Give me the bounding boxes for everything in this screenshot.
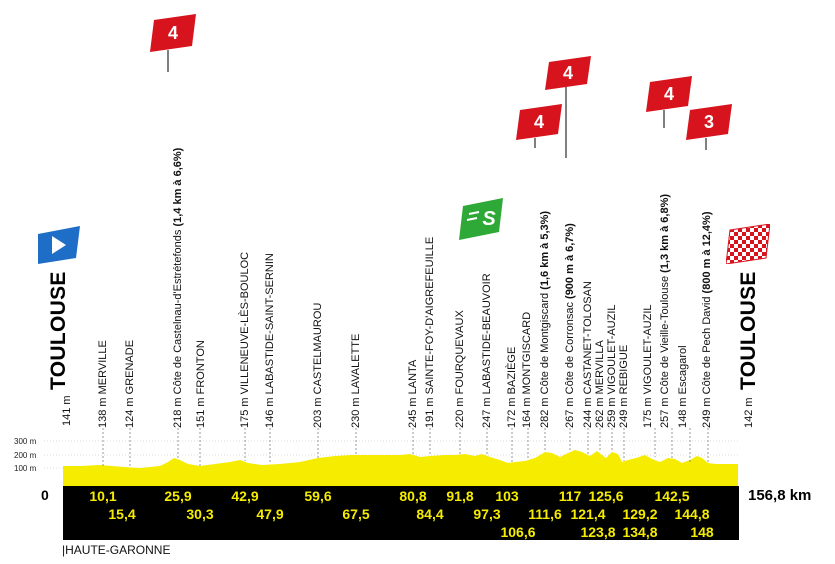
km-mark: 144,8 <box>674 506 710 522</box>
km-mark: 123,8 <box>580 524 616 540</box>
total-distance: 156,8 km <box>748 487 812 504</box>
waypoint-label: 138 m MERVILLE <box>97 340 109 428</box>
km-mark: 10,1 <box>89 488 117 504</box>
waypoint-label: 175 m VIGOULET-AUZIL <box>642 304 654 429</box>
waypoint-label: 245 m LANTA <box>407 359 419 428</box>
km-mark: 30,3 <box>186 506 214 522</box>
finish-altitude: 142 m <box>743 397 755 428</box>
km-mark: 47,9 <box>256 506 284 522</box>
altitude-tick-200: 200 m <box>14 451 37 460</box>
waypoint-label: 203 m CASTELMAUROU <box>312 302 324 428</box>
km-mark: 148 <box>690 524 714 540</box>
km-mark: 125,6 <box>588 488 624 504</box>
waypoint-label: 175 m VILLENEUVE-LÈS-BOULOC <box>239 251 251 428</box>
waypoint-label: 249 m Côte de Pech David (800 m à 12,4%) <box>701 211 713 428</box>
km-mark: 103 <box>495 488 519 504</box>
waypoint-label: 124 m GRENADE <box>124 339 136 428</box>
finish-flag-icon <box>725 223 771 265</box>
altitude-tick-100: 100 m <box>14 464 37 473</box>
waypoint-label: 172 m BAZIÈGE <box>506 346 518 428</box>
km-mark: 59,6 <box>304 488 332 504</box>
start-distance: 0 <box>41 487 49 503</box>
waypoint-label: 267 m Côte de Corronsac (900 m à 6,7%) <box>564 223 576 428</box>
km-mark: 91,8 <box>446 488 474 504</box>
start-flag-icon <box>38 226 80 264</box>
start-city: TOULOUSE <box>47 271 70 390</box>
km-mark: 121,4 <box>570 506 606 522</box>
climb-cat4-vieille-icon: 4 <box>646 76 692 112</box>
km-mark: 15,4 <box>108 506 136 522</box>
waypoint-label: 146 m LABASTIDE-SAINT-SERNIN <box>264 253 276 428</box>
region-label: |HAUTE-GARONNE <box>62 543 171 557</box>
waypoint-label: 148 m Escagarol <box>677 345 689 428</box>
km-mark: 84,4 <box>416 506 444 522</box>
altitude-tick-300: 300 m <box>14 437 37 446</box>
km-mark: 25,9 <box>164 488 192 504</box>
flag-poles <box>167 50 707 158</box>
km-mark: 67,5 <box>342 506 370 522</box>
leader-lines <box>102 428 709 467</box>
km-mark: 42,9 <box>231 488 259 504</box>
elevation-area <box>63 450 738 486</box>
km-mark: 80,8 <box>399 488 427 504</box>
waypoint-label: 218 m Côte de Castelnau-d'Estrétefonds (… <box>172 147 184 428</box>
km-mark: 129,2 <box>622 506 658 522</box>
waypoint-label: 249 m REBIGUE <box>618 344 630 428</box>
waypoint-label: 230 m LAVALETTE <box>350 333 362 428</box>
sprint-icon: S <box>459 198 503 240</box>
waypoint-label: 257 m Côte de Vieille-Toulouse (1,3 km à… <box>659 193 671 428</box>
waypoint-label: 164 m MONTGISCARD <box>521 311 533 428</box>
waypoint-label: 282 m Côte de Montgiscard (1,6 km à 5,3%… <box>539 210 551 428</box>
climb-cat4-castelnau-icon: 4 <box>150 14 196 52</box>
km-mark: 134,8 <box>622 524 658 540</box>
climb-cat4-montgiscard-icon: 4 <box>516 104 562 140</box>
km-mark: 111,6 <box>528 506 562 522</box>
waypoint-label: 220 m FOURQUEVAUX <box>454 310 466 428</box>
start-altitude: 141 m <box>61 395 73 426</box>
waypoint-label: 151 m FRONTON <box>195 340 207 428</box>
km-mark: 97,3 <box>473 506 501 522</box>
km-mark: 142,5 <box>654 488 690 504</box>
distance-band <box>63 486 739 540</box>
waypoint-label: 247 m LABASTIDE-BEAUVOIR <box>481 273 493 428</box>
climb-cat3-pech-icon: 3 <box>686 104 732 140</box>
km-mark: 117 <box>558 488 582 504</box>
finish-city: TOULOUSE <box>737 271 760 390</box>
climb-cat4-corronsac-icon: 4 <box>545 56 591 90</box>
km-mark: 106,6 <box>500 524 536 540</box>
waypoint-label: 191 m SAINTE-FOY-D'AIGREFEUILLE <box>424 236 436 428</box>
